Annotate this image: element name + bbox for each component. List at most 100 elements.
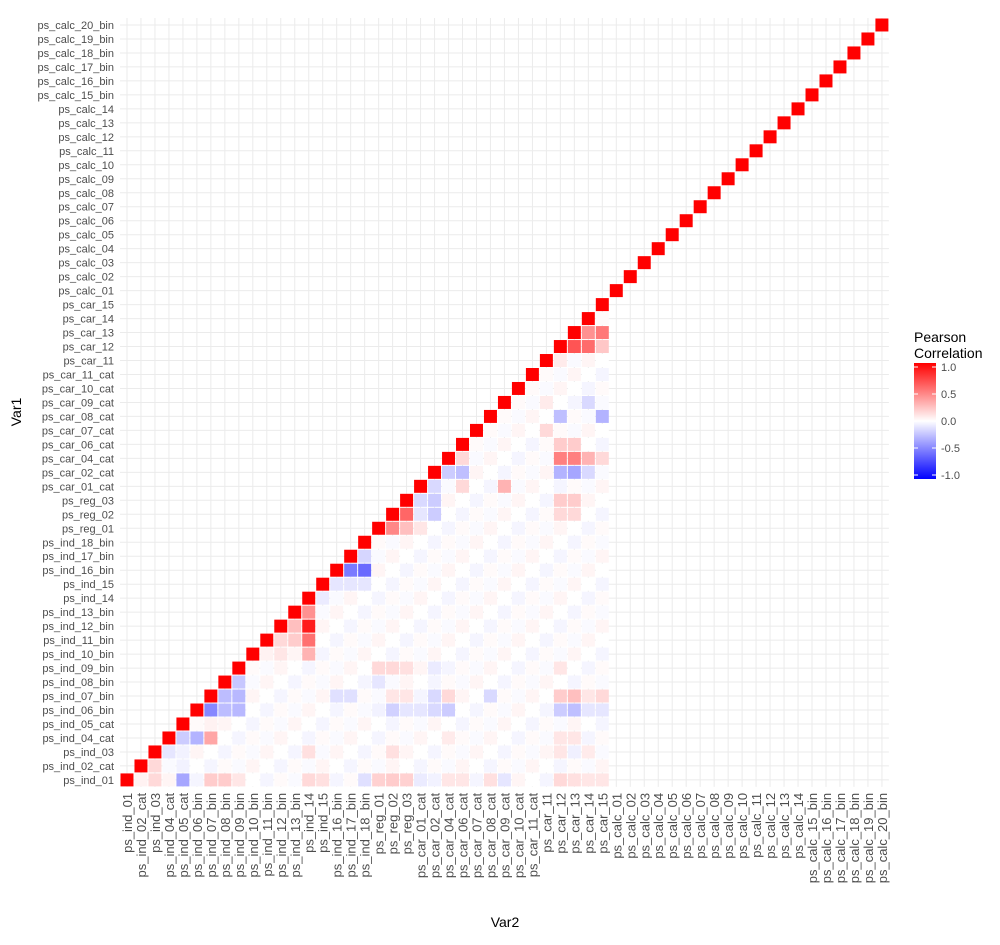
heatmap-tile (581, 395, 595, 409)
heatmap-tile (595, 368, 609, 381)
x-tick-label: ps_ind_11_bin (260, 793, 275, 877)
heatmap-tile (232, 759, 246, 773)
heatmap-tile (539, 395, 553, 409)
heatmap-tile (539, 619, 553, 633)
heatmap-tile (511, 661, 525, 675)
y-tick-label: ps_calc_07 (58, 202, 114, 214)
heatmap-tile (428, 703, 442, 717)
heatmap-tile (581, 423, 595, 437)
heatmap-tile (442, 717, 456, 731)
heatmap-tile (428, 507, 442, 521)
heatmap-tile (553, 451, 567, 465)
y-tick-label: ps_ind_01 (63, 775, 114, 787)
heatmap-tile (567, 591, 581, 605)
x-tick-label: ps_car_04_cat (442, 793, 457, 879)
heatmap-tile (525, 479, 539, 493)
heatmap-tile (497, 703, 511, 717)
heatmap-tile (525, 395, 539, 409)
heatmap-tile (483, 647, 497, 661)
heatmap-tile (400, 717, 414, 731)
heatmap-tile (525, 507, 539, 521)
heatmap-tile (525, 563, 539, 577)
heatmap-tile (581, 661, 595, 675)
heatmap-tile (330, 605, 344, 619)
heatmap-tile (344, 591, 358, 605)
heatmap-tile (274, 703, 288, 717)
heatmap-tile (609, 284, 623, 298)
heatmap-tile (595, 451, 609, 465)
heatmap-tile (246, 731, 260, 745)
heatmap-tile (497, 577, 511, 591)
heatmap-tile (400, 675, 414, 689)
heatmap-tile (595, 563, 609, 577)
heatmap-tile (372, 661, 386, 675)
y-tick-label: ps_calc_08 (58, 188, 114, 200)
heatmap-tile (316, 591, 330, 605)
heatmap-tile (595, 731, 609, 745)
heatmap-tile (567, 577, 581, 591)
heatmap-tile (595, 773, 609, 787)
heatmap-tile (539, 465, 553, 479)
y-tick-label: ps_car_11 (63, 356, 114, 368)
heatmap-tile (288, 773, 302, 787)
heatmap-tile (274, 647, 288, 661)
heatmap-tile (470, 633, 483, 647)
y-tick-label: ps_car_15 (63, 300, 114, 312)
heatmap-tile (274, 717, 288, 731)
heatmap-tile (386, 717, 400, 731)
heatmap-tile (581, 451, 595, 465)
heatmap-tile (176, 717, 190, 731)
heatmap-tile (567, 731, 581, 745)
heatmap-tile (358, 549, 372, 563)
heatmap-tile (539, 689, 553, 703)
heatmap-tile (204, 689, 218, 703)
heatmap-tile (497, 409, 511, 423)
heatmap-tile (595, 354, 609, 367)
heatmap-tile (470, 549, 483, 563)
heatmap-tile (483, 619, 497, 633)
heatmap-tile (316, 675, 330, 689)
heatmap-tile (470, 535, 483, 549)
heatmap-tile (581, 619, 595, 633)
heatmap-tile (665, 228, 679, 242)
heatmap-tile (344, 563, 358, 577)
x-tick-label: ps_reg_03 (400, 793, 415, 854)
heatmap-tile (330, 647, 344, 661)
x-tick-label: ps_ind_17_bin (344, 793, 359, 878)
heatmap-tile (232, 745, 246, 759)
heatmap-tile (456, 675, 469, 689)
heatmap-tile (581, 368, 595, 381)
heatmap-tile (134, 759, 148, 773)
heatmap-tile (386, 731, 400, 745)
heatmap-tile (525, 577, 539, 591)
heatmap-tile (190, 745, 204, 759)
heatmap-tile (497, 535, 511, 549)
heatmap-tile (442, 465, 456, 479)
heatmap-tile (302, 745, 316, 759)
heatmap-tile (525, 647, 539, 661)
heatmap-tile (414, 591, 428, 605)
heatmap-tile (581, 479, 595, 493)
heatmap-tile (274, 759, 288, 773)
heatmap-tile (400, 661, 414, 675)
heatmap-tile (400, 577, 414, 591)
heatmap-tile (861, 32, 875, 46)
heatmap-tile (581, 633, 595, 647)
heatmap-tile (260, 731, 274, 745)
heatmap-tile (539, 745, 553, 759)
heatmap-tile (553, 381, 567, 395)
heatmap-tile (553, 731, 567, 745)
heatmap-tile (595, 675, 609, 689)
heatmap-tile (581, 717, 595, 731)
heatmap-tile (553, 647, 567, 661)
x-tick-label: ps_ind_06_bin (190, 793, 205, 878)
heatmap-tile (567, 395, 581, 409)
heatmap-tile (470, 675, 483, 689)
heatmap-tile (232, 773, 246, 787)
heatmap-tile (539, 773, 553, 787)
heatmap-tile (553, 577, 567, 591)
heatmap-tile (330, 731, 344, 745)
heatmap-tile (581, 521, 595, 535)
heatmap-tile (218, 759, 232, 773)
heatmap-tile (511, 577, 525, 591)
